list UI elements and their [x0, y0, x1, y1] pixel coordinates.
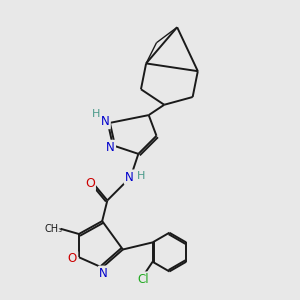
Text: H: H: [92, 109, 101, 119]
Text: N: N: [125, 171, 134, 184]
Text: Cl: Cl: [138, 273, 149, 286]
Text: N: N: [101, 115, 110, 128]
Text: CH₃: CH₃: [44, 224, 63, 234]
Text: N: N: [106, 141, 115, 154]
Text: O: O: [68, 252, 77, 265]
Text: O: O: [85, 177, 95, 190]
Text: N: N: [99, 267, 108, 280]
Text: H: H: [137, 171, 146, 181]
